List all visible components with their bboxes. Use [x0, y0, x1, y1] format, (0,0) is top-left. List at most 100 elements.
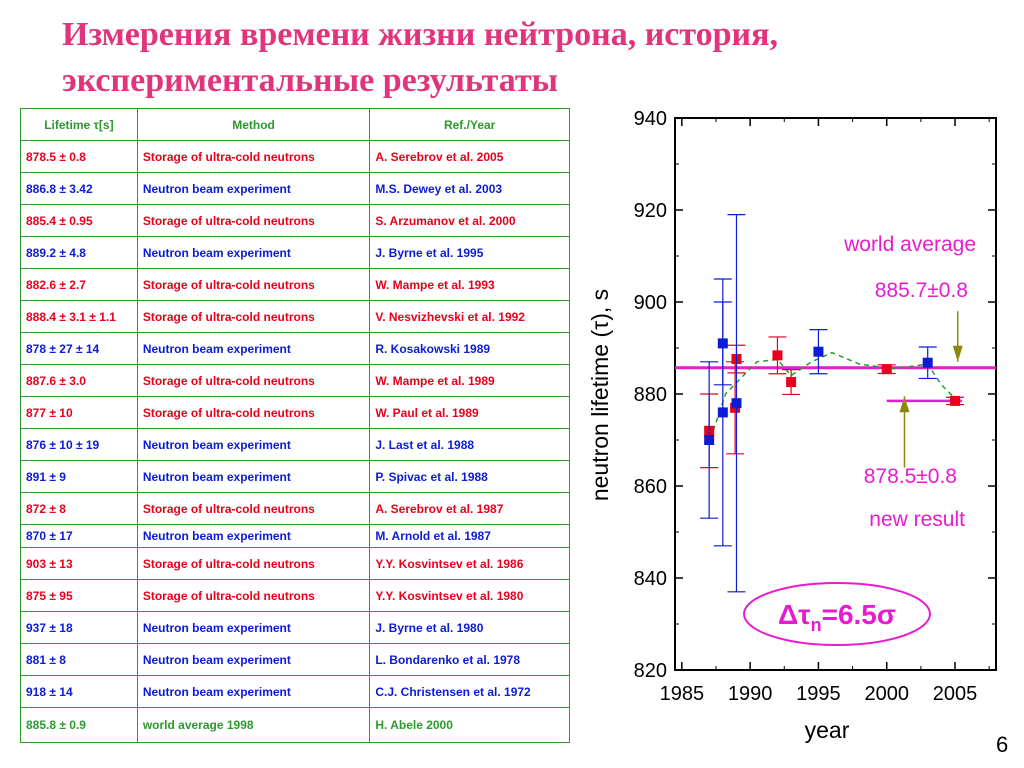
world-average-label: world average [843, 233, 976, 256]
new-result-value: 878.5±0.8 [864, 465, 957, 488]
delta-rest: =6.5σ [822, 599, 896, 630]
lifetime-table: Lifetime τ[s] Method Ref./Year 878.5 ± 0… [20, 108, 570, 743]
cell-lifetime: 885.4 ± 0.95 [20, 204, 138, 237]
data-point [772, 350, 783, 361]
data-point [717, 407, 728, 418]
data-point [704, 435, 715, 445]
cell-method: Neutron beam experiment [136, 172, 371, 205]
cell-method: Storage of ultra-cold neutrons [136, 204, 371, 237]
data-point [731, 398, 742, 409]
cell-lifetime: 882.6 ± 2.7 [20, 268, 138, 301]
data-point [950, 395, 961, 406]
cell-ref: M.S. Dewey et al. 2003 [369, 172, 570, 205]
y-tick-label: 820 [634, 660, 667, 682]
data-point [813, 346, 824, 357]
cell-method: Neutron beam experiment [136, 460, 371, 493]
data-point [922, 357, 933, 368]
table-row: 882.6 ± 2.7 Storage of ultra-cold neutron… [20, 268, 570, 301]
data-point [881, 364, 892, 375]
table-row: 877 ± 10 Storage of ultra-cold neutrons W.… [20, 396, 570, 429]
header-ref: Ref./Year [369, 108, 570, 141]
cell-method: Neutron beam experiment [136, 611, 371, 644]
cell-ref: A. Serebrov et al. 2005 [369, 140, 570, 173]
cell-ref: H. Abele 2000 [369, 707, 570, 743]
delta-tau-label: Δτn=6.5σ [778, 599, 896, 635]
cell-method: Neutron beam experiment [136, 236, 371, 269]
table-row: 885.8 ± 0.9 world average 1998 H. Abele 20… [20, 707, 570, 743]
x-tick-label: 1995 [796, 683, 841, 705]
table-row: 889.2 ± 4.8 Neutron beam experiment J. Byr… [20, 236, 570, 269]
cell-method: Neutron beam experiment [136, 332, 371, 365]
page-number: 6 [996, 732, 1009, 757]
x-axis-label: year [805, 717, 850, 743]
cell-ref: W. Paul et al. 1989 [369, 396, 570, 429]
cell-ref: S. Arzumanov et al. 2000 [369, 204, 570, 237]
y-tick-label: 880 [634, 384, 667, 406]
header-lifetime: Lifetime τ[s] [20, 108, 138, 141]
world-average-value: 885.7±0.8 [875, 279, 968, 302]
plot-area: 820 840 860 880 900 920 940 1985 1990 1995 2000 200… [634, 108, 997, 705]
delta-sub: n [811, 615, 822, 635]
x-tick-label: 2005 [933, 683, 978, 705]
delta-ellipse [743, 582, 931, 646]
title-line-1: Измерения времени жизни нейтрона, истори… [62, 16, 779, 53]
cell-method: Storage of ultra-cold neutrons [136, 579, 371, 612]
x-tick-label: 1990 [728, 683, 773, 705]
table-row: 885.4 ± 0.95 Storage of ultra-cold neutro… [20, 204, 570, 237]
table-row: 937 ± 18 Neutron beam experiment J. Byrne … [20, 611, 570, 644]
data-point [786, 377, 797, 388]
y-axis-label: neutron lifetime (τ), s [587, 289, 613, 501]
y-tick-label: 940 [634, 108, 667, 130]
cell-lifetime: 877 ± 10 [20, 396, 138, 429]
cell-lifetime: 886.8 ± 3.42 [20, 172, 138, 205]
cell-lifetime: 903 ± 13 [20, 547, 138, 580]
table-row: 887.6 ± 3.0 Storage of ultra-cold neutron… [20, 364, 570, 397]
cell-method: Storage of ultra-cold neutrons [136, 547, 371, 580]
cell-lifetime: 937 ± 18 [20, 611, 138, 644]
cell-method: Storage of ultra-cold neutrons [136, 492, 371, 525]
x-tick-label: 2000 [864, 683, 909, 705]
cell-ref: Y.Y. Kosvintsev et al. 1986 [369, 547, 570, 580]
cell-ref: J. Byrne et al. 1995 [369, 236, 570, 269]
delta-base: Δτ [778, 599, 811, 630]
table-row: 876 ± 10 ± 19 Neutron beam experiment J. L… [20, 428, 570, 461]
table-row: 886.8 ± 3.42 Neutron beam experiment M.S. … [20, 172, 570, 205]
table-row: 872 ± 8 Storage of ultra-cold neutrons A. … [20, 492, 570, 525]
table-row: 878.5 ± 0.8 Storage of ultra-cold neutron… [20, 140, 570, 173]
cell-lifetime: 872 ± 8 [20, 492, 138, 525]
cell-method: Neutron beam experiment [136, 428, 371, 461]
title-line-2: экспериментальные результаты [62, 62, 559, 99]
y-tick-label: 860 [634, 476, 667, 498]
slide-title: Измерения времени жизни нейтрона, истори… [62, 12, 962, 104]
cell-ref: R. Kosakowski 1989 [369, 332, 570, 365]
cell-ref: J. Byrne et al. 1980 [369, 611, 570, 644]
cell-method: Storage of ultra-cold neutrons [136, 140, 371, 173]
new-result-arrow-head [899, 396, 910, 413]
cell-lifetime: 889.2 ± 4.8 [20, 236, 138, 269]
cell-ref: L. Bondarenko et al. 1978 [369, 643, 570, 676]
y-tick-label: 840 [634, 568, 667, 590]
cell-lifetime: 888.4 ± 3.1 ± 1.1 [20, 300, 138, 333]
cell-lifetime: 885.8 ± 0.9 [20, 707, 138, 743]
trend-line [712, 351, 959, 432]
table-row: 903 ± 13 Storage of ultra-cold neutrons Y.… [20, 547, 570, 580]
cell-method: Neutron beam experiment [136, 675, 371, 708]
table-header-row: Lifetime τ[s] Method Ref./Year [20, 108, 570, 141]
cell-method: world average 1998 [136, 707, 371, 743]
table-row: 888.4 ± 3.1 ± 1.1 Storage of ultra-cold n… [20, 300, 570, 333]
world-average-arrow-head [952, 345, 963, 362]
cell-ref: A. Serebrov et al. 1987 [369, 492, 570, 525]
x-tick-label: 1985 [660, 683, 705, 705]
cell-method: Storage of ultra-cold neutrons [136, 364, 371, 397]
y-tick-label: 920 [634, 200, 667, 222]
cell-method: Storage of ultra-cold neutrons [136, 300, 371, 333]
cell-method: Storage of ultra-cold neutrons [136, 396, 371, 429]
cell-lifetime: 887.6 ± 3.0 [20, 364, 138, 397]
table-body: 878.5 ± 0.8 Storage of ultra-cold neutron… [20, 140, 570, 743]
cell-ref: W. Mampe et al. 1989 [369, 364, 570, 397]
new-result-label: new result [869, 508, 965, 531]
y-tick-label: 900 [634, 292, 667, 314]
cell-ref: M. Arnold et al. 1987 [369, 524, 570, 548]
table-row: 878 ± 27 ± 14 Neutron beam experiment R. K… [20, 332, 570, 365]
